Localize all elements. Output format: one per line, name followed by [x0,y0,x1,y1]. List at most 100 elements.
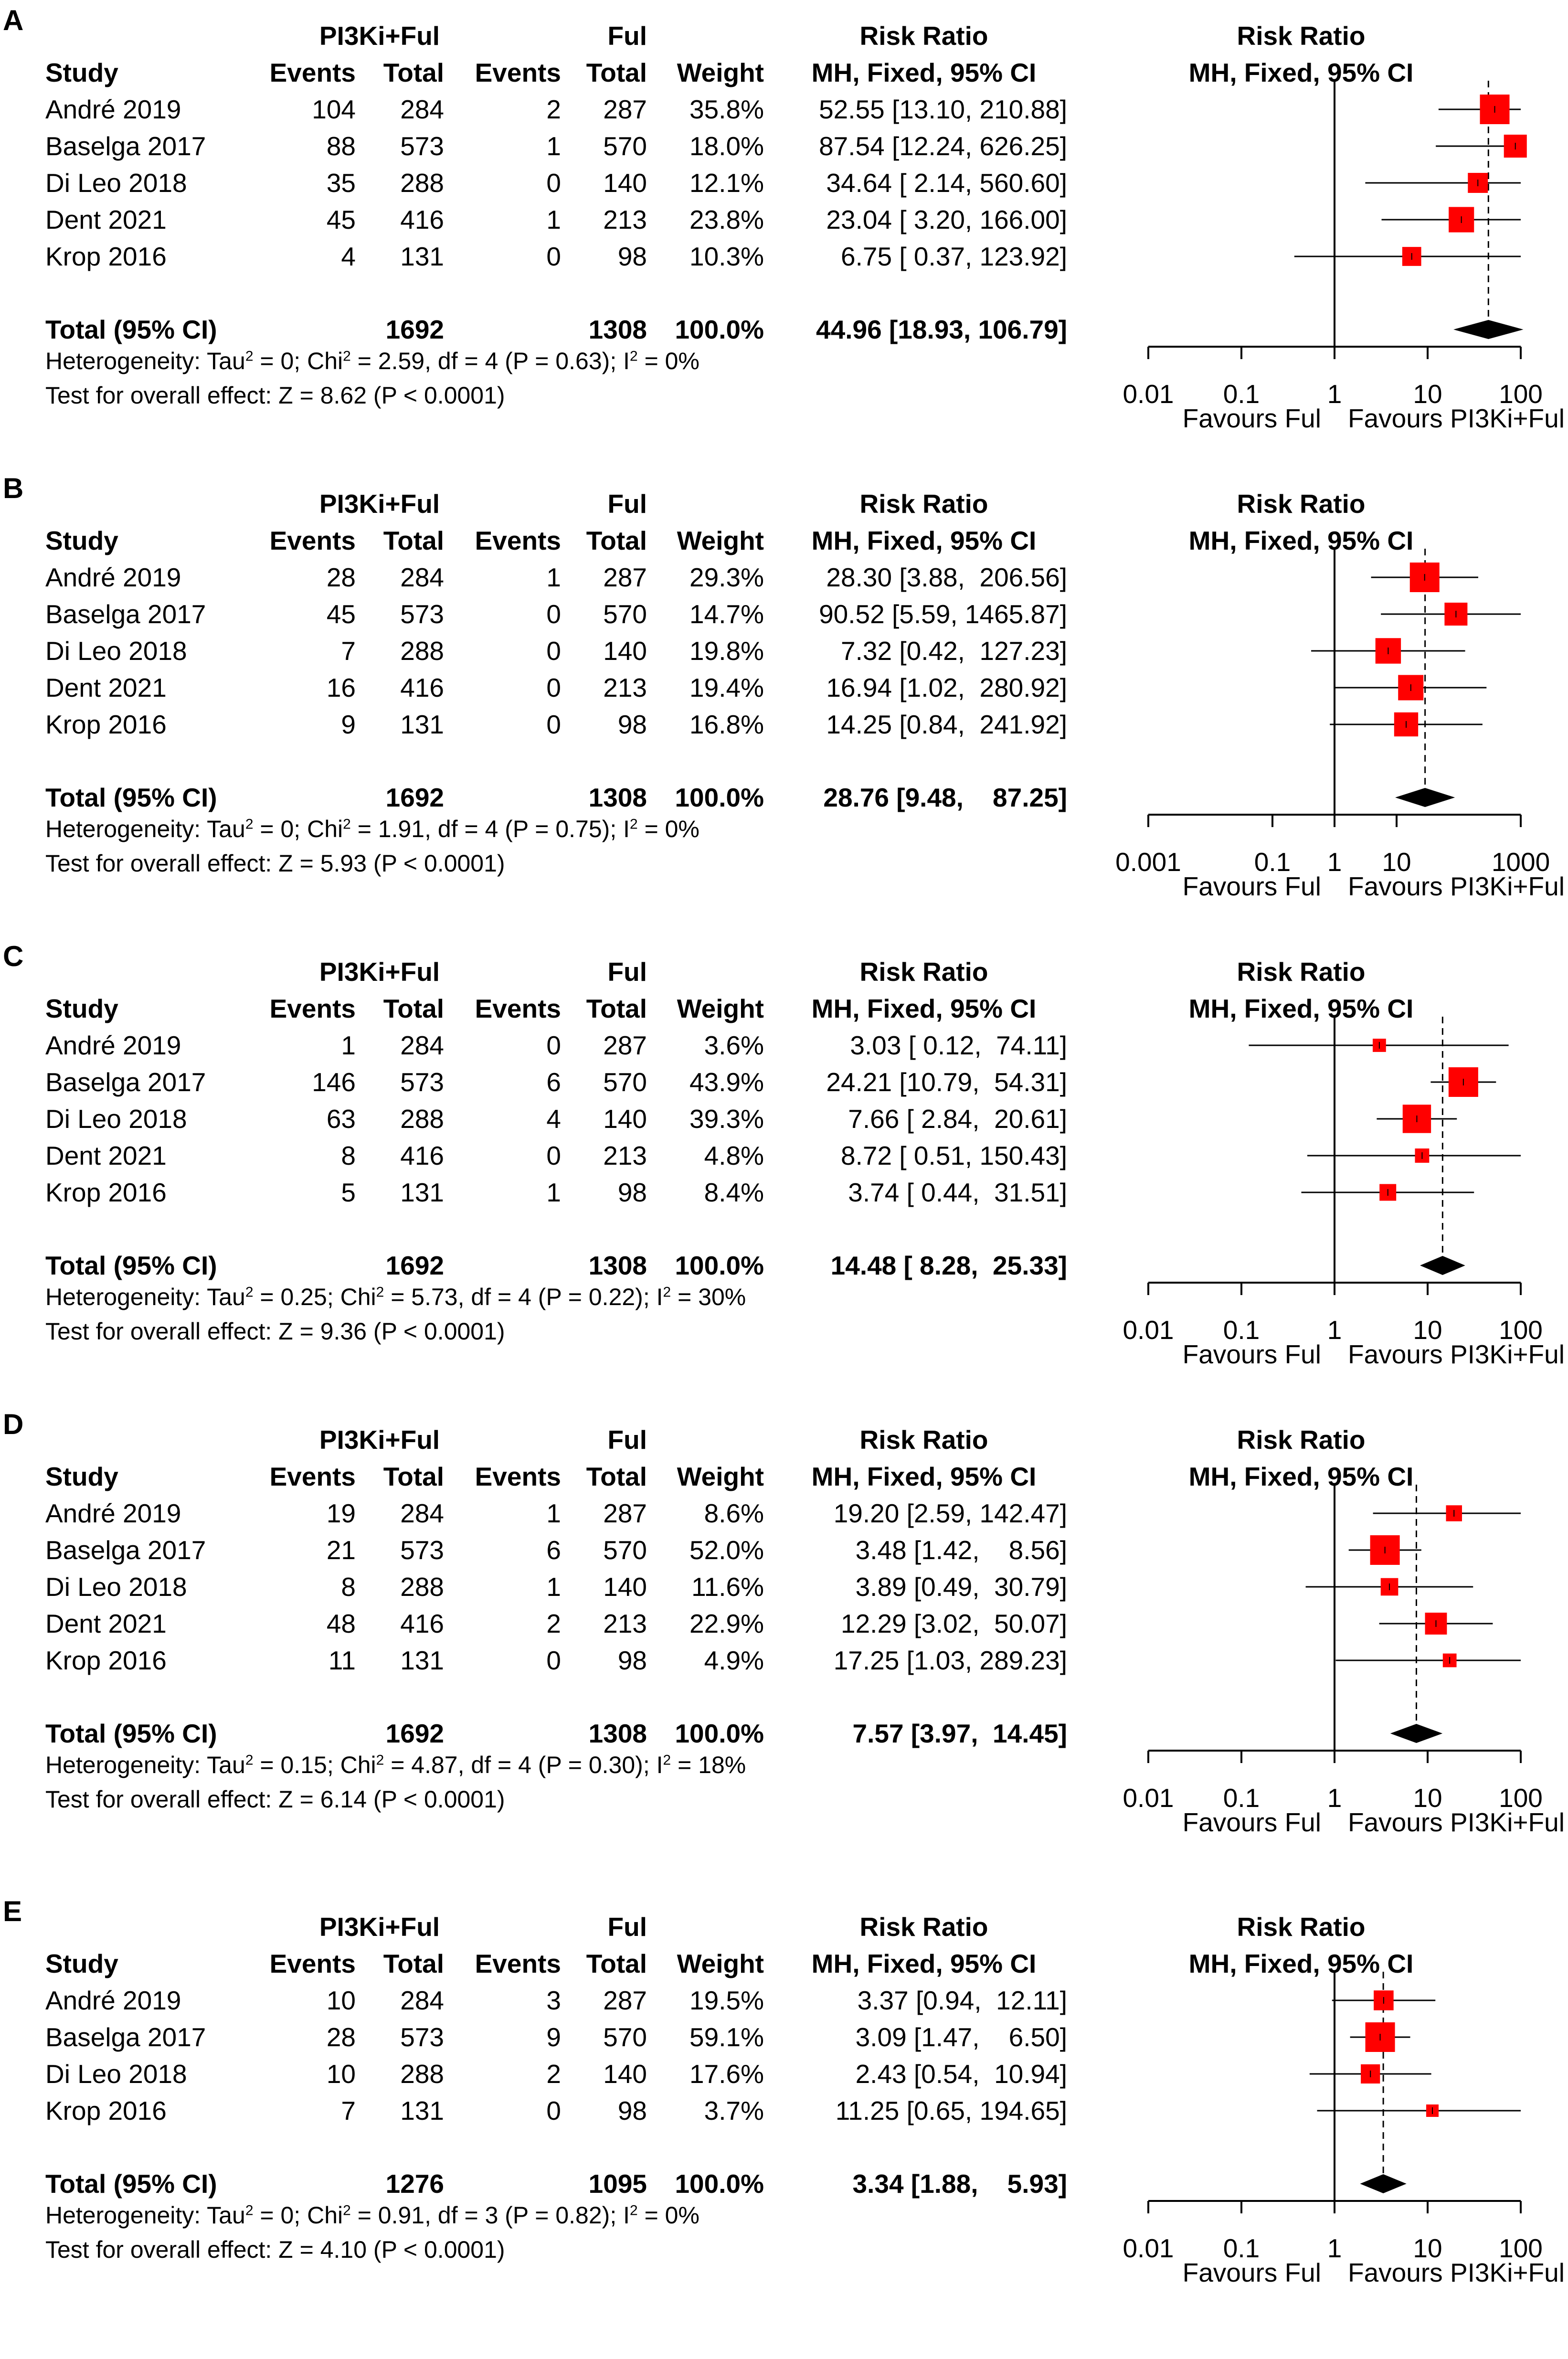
heterogeneity-stats: Heterogeneity: Tau2 = 0; Chi2 = 1.91, df… [45,817,699,841]
total-ctrl-cell: 98 [617,242,647,271]
events-ctrl-cell: 2 [546,95,561,124]
heterogeneity-value: 5.73 [411,1284,458,1310]
weight-cell: 59.1% [689,2022,764,2052]
superscript: 2 [343,2202,351,2219]
x-tick-label: 0.1 [1254,847,1291,877]
weight-cell: 23.8% [689,205,764,234]
total-exp-cell: 288 [400,1104,444,1134]
total-exp-cell: 573 [400,131,444,161]
heterogeneity-text: Heterogeneity: Tau [45,1752,245,1778]
study-name: Di Leo 2018 [45,168,187,198]
total-weight: 100.0% [675,2169,764,2199]
total-ctrl-cell: 98 [617,710,647,739]
risk-ratio-ci-cell: 16.94 [1.02, 280.92] [826,673,1067,702]
events-exp-cell: 104 [312,95,356,124]
heterogeneity-stats: Heterogeneity: Tau2 = 0.25; Chi2 = 5.73,… [45,1285,746,1309]
risk-ratio-ci-cell: 17.25 [1.03, 289.23] [833,1646,1067,1675]
total-weight: 100.0% [675,783,764,812]
forest-panel-d: D PI3Ki+Ful Ful Risk Ratio Risk Ratio Study Ev… [0,1404,1568,1872]
x-tick-label: 0.01 [1123,1315,1174,1345]
rr-method-header: MH, Fixed, 95% CI [811,58,1037,87]
favours-left-label: Favours Ful [1182,1339,1321,1369]
total-ctrl-cell: 213 [603,1609,647,1638]
heterogeneity-text: ; Chi [294,348,343,374]
total-exp-cell: 131 [400,242,444,271]
risk-ratio-ci-cell: 19.20 [2.59, 142.47] [833,1498,1067,1528]
study-name: Krop 2016 [45,1178,167,1207]
total-exp-cell: 284 [400,1986,444,2015]
x-tick-label: 10 [1413,1783,1442,1813]
total-ctrl-cell: 213 [603,205,647,234]
forest-panel-c: C PI3Ki+Ful Ful Risk Ratio Risk Ratio Study Ev… [0,936,1568,1404]
events-ctrl-cell: 0 [546,1646,561,1675]
events-ctrl-cell: 0 [546,242,561,271]
rr-header-title: Risk Ratio [859,957,988,987]
events-ctrl-cell: 1 [546,1572,561,1602]
total-ctrl-sum: 1308 [588,1251,647,1280]
weight-cell: 14.7% [689,599,764,629]
risk-ratio-ci-cell: 28.30 [3.88, 206.56] [826,563,1067,592]
events-ctrl-cell: 0 [546,710,561,739]
events-exp-cell: 21 [326,1535,356,1565]
weight-cell: 18.0% [689,131,764,161]
total-exp-header: Total [383,994,444,1023]
events-exp-cell: 11 [328,1646,356,1675]
total-ctrl-cell: 570 [603,2022,647,2052]
total-ctrl-header: Total [586,1462,647,1491]
total-exp-cell: 131 [400,710,444,739]
overall-effect-test: Test for overall effect: Z = 6.14 (P < 0… [45,1786,505,1813]
events-exp-cell: 8 [341,1141,356,1170]
favours-right-label: Favours PI3Ki+Ful [1348,871,1565,901]
superscript: 2 [630,2202,638,2219]
total-weight: 100.0% [675,1719,764,1748]
rr-method-header: MH, Fixed, 95% CI [811,1949,1037,1978]
total-ctrl-cell: 287 [603,563,647,592]
rr-method-header: MH, Fixed, 95% CI [811,1462,1037,1491]
weight-cell: 12.1% [689,168,764,198]
weight-cell: 11.6% [691,1572,764,1602]
forest-panel-b: B PI3Ki+Ful Ful Risk Ratio Risk Ratio Study Ev… [0,468,1568,936]
weight-cell: 3.6% [704,1031,764,1060]
heterogeneity-text: Heterogeneity: Tau [45,816,245,842]
total-ctrl-header: Total [586,526,647,555]
overall-effect-test: Test for overall effect: Z = 5.93 (P < 0… [45,850,505,877]
study-name: Dent 2021 [45,673,167,702]
study-column-header: Study [45,1949,118,1978]
heterogeneity-value: 30% [698,1284,746,1310]
risk-ratio-ci-cell: 3.48 [1.42, 8.56] [855,1535,1067,1565]
events-exp-cell: 4 [341,242,356,271]
total-exp-cell: 288 [400,2059,444,2089]
events-ctrl-cell: 1 [546,1498,561,1528]
weight-cell: 17.6% [689,2059,764,2089]
forest-plot-svg [1147,1485,1522,1763]
group-header-experimental: PI3Ki+Ful [319,489,440,519]
events-exp-header: Events [269,994,356,1023]
events-ctrl-cell: 0 [546,1141,561,1170]
events-exp-cell: 16 [326,673,356,702]
x-tick-label: 100 [1499,2233,1543,2263]
favours-right-label: Favours PI3Ki+Ful [1348,1807,1565,1837]
superscript: 2 [343,816,351,832]
heterogeneity-stats: Heterogeneity: Tau2 = 0.15; Chi2 = 4.87,… [45,1753,746,1777]
events-exp-cell: 45 [326,599,356,629]
x-tick-label: 10 [1413,2233,1442,2263]
weight-cell: 52.0% [689,1535,764,1565]
risk-ratio-ci-cell: 52.55 [13.10, 210.88] [819,95,1067,124]
favours-right-label: Favours PI3Ki+Ful [1348,2258,1565,2287]
x-tick-label: 10 [1413,379,1442,409]
rr-method-header: MH, Fixed, 95% CI [811,526,1037,555]
plot-method-header: MH, Fixed, 95% CI [1188,1462,1414,1491]
weight-cell: 39.3% [689,1104,764,1134]
panel-label: D [3,1408,24,1440]
total-ctrl-sum: 1308 [588,315,647,344]
heterogeneity-value: 2.59 [378,348,425,374]
events-ctrl-header: Events [475,58,561,87]
total-ctrl-sum: 1308 [588,1719,647,1748]
weight-header: Weight [677,1949,764,1978]
events-exp-cell: 7 [341,2096,356,2125]
events-ctrl-cell: 0 [546,599,561,629]
total-row-label: Total (95% CI) [45,1251,217,1280]
heterogeneity-text: = [350,348,378,374]
study-name: Dent 2021 [45,1141,167,1170]
weight-header: Weight [677,994,764,1023]
